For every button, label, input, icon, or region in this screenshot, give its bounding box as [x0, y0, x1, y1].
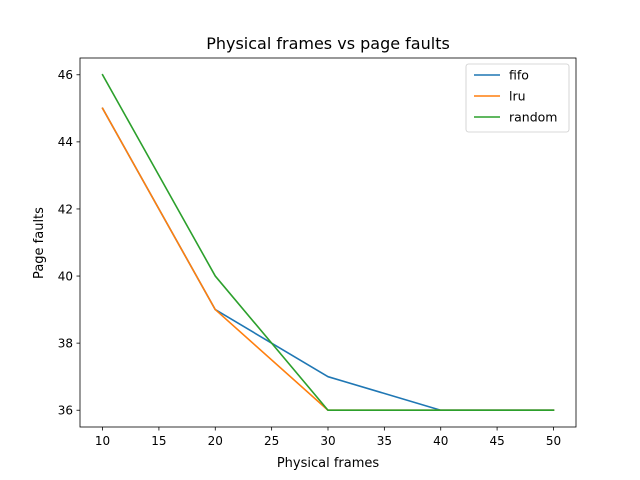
x-tick-label: 20 [208, 434, 223, 448]
x-tick-label: 10 [95, 434, 110, 448]
legend-label-fifo: fifo [509, 68, 529, 83]
x-axis-label: Physical frames [277, 456, 380, 471]
x-tick-label: 15 [151, 434, 166, 448]
x-tick-label: 40 [433, 434, 448, 448]
legend-box [465, 63, 570, 133]
series-line-lru [101, 107, 555, 412]
y-tick-label: 46 [58, 68, 73, 82]
chart-title: Physical frames vs page faults [206, 34, 450, 53]
x-tick-label: 35 [377, 434, 392, 448]
y-tick-label: 44 [58, 135, 73, 149]
y-tick-label: 40 [58, 269, 73, 283]
x-tick-label: 25 [264, 434, 279, 448]
legend: fifo lru random [465, 63, 570, 133]
y-axis-label: Page faults [32, 207, 47, 279]
x-tick-label: 30 [320, 434, 335, 448]
legend-label-random: random [509, 110, 557, 125]
y-tick-label: 42 [58, 202, 73, 216]
y-tick-label: 38 [58, 336, 73, 350]
x-tick-label: 50 [546, 434, 561, 448]
x-tick-label: 45 [489, 434, 504, 448]
series-line-random [101, 73, 555, 412]
series-line-fifo [101, 107, 555, 412]
y-tick-label: 36 [58, 404, 73, 418]
legend-label-lru: lru [509, 89, 526, 104]
plot-area: 10 15 20 25 30 35 40 45 50 36 38 40 42 44 46 [58, 57, 577, 448]
